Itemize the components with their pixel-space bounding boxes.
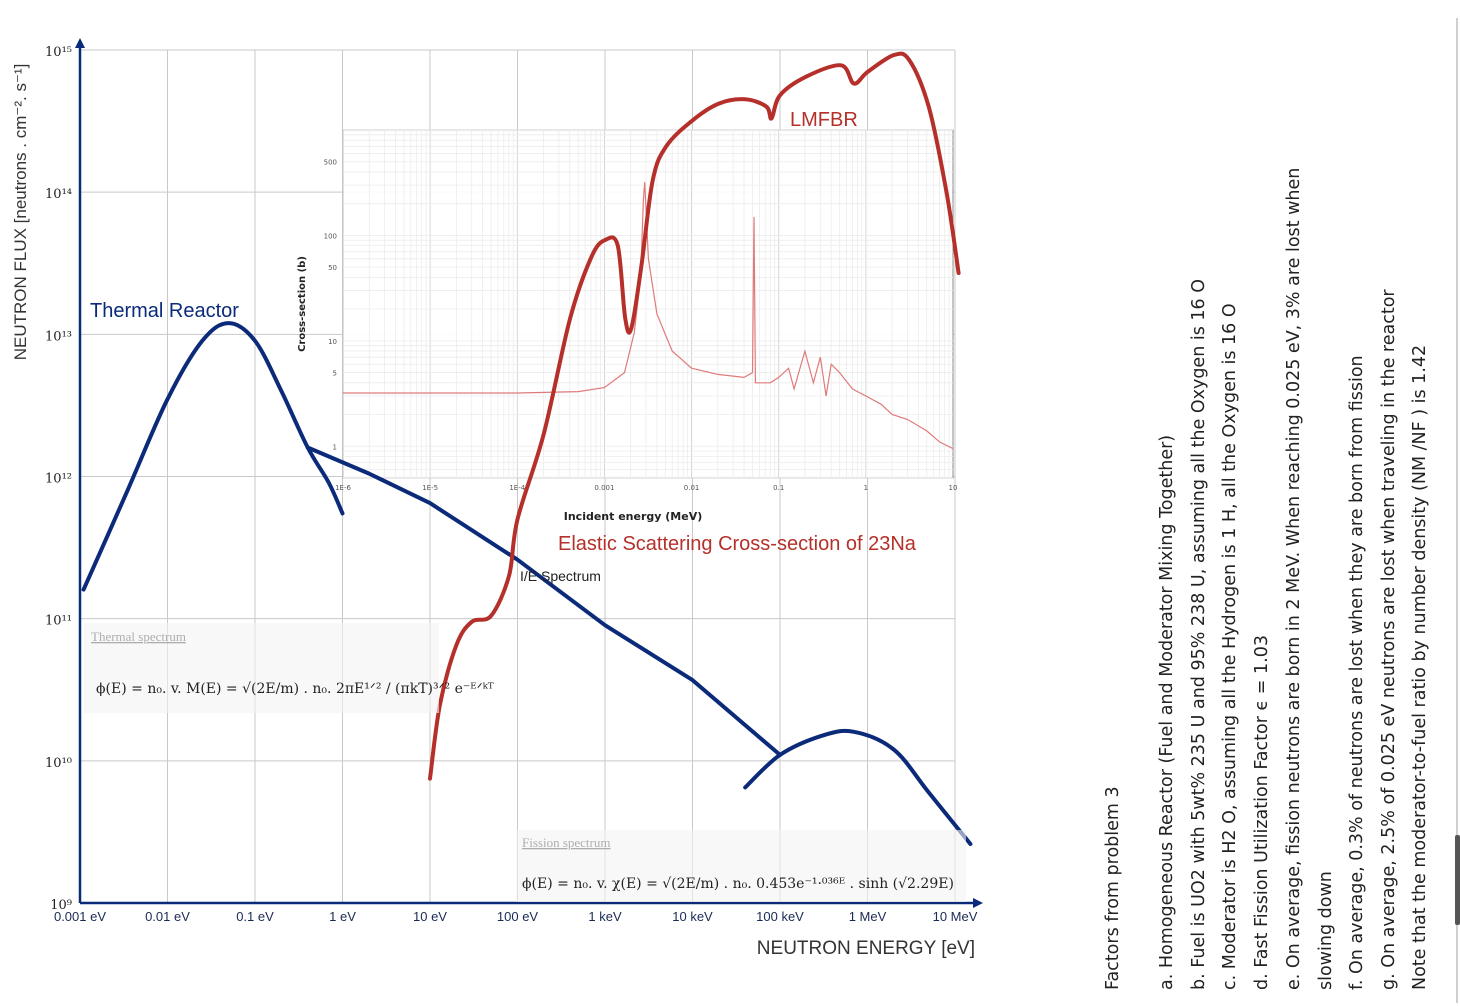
y-tick-label: 10¹⁰: [45, 756, 72, 771]
scrollbar-track[interactable]: [1456, 18, 1458, 1003]
inset-y-tick-label: 50: [328, 264, 337, 272]
x-tick-label: 1 MeV: [849, 909, 887, 924]
inset-x-tick-label: 10: [949, 484, 958, 492]
inset-x-axis-title: Incident energy (MeV): [564, 510, 703, 523]
inset-y-tick-label: 1: [333, 443, 337, 451]
x-axis-title: NEUTRON ENERGY [eV]: [757, 938, 975, 959]
inset-y-tick-label: 10: [328, 338, 337, 346]
fission-formula-box: [516, 830, 966, 902]
thermal-formula: ϕ(E) = n₀. v. M(E) = √(2E/m) . n₀. 2πE¹ᐟ…: [96, 681, 494, 697]
annotation-lmfbr: LMFBR: [790, 109, 858, 131]
inset-x-tick-label: 1: [864, 484, 868, 492]
x-tick-label: 0.1 eV: [236, 909, 274, 924]
x-tick-label: 100 eV: [497, 909, 539, 924]
inset-x-tick-label: 0.001: [594, 484, 614, 492]
annotation-i-e-spectrum: I/E Spectrum: [520, 568, 601, 584]
x-tick-label: 0.01 eV: [145, 909, 190, 924]
fission-formula: ϕ(E) = n₀. v. χ(E) = √(2E/m) . n₀. 0.453…: [522, 876, 954, 892]
y-tick-label: 10¹³: [45, 329, 72, 344]
x-tick-label: 1 keV: [588, 909, 622, 924]
inset-y-tick-label: 5: [333, 370, 337, 378]
scrollbar-thumb[interactable]: [1455, 835, 1460, 925]
annotation-elastic-scattering-cross-section-of-23na: Elastic Scattering Cross-section of 23Na: [558, 533, 917, 555]
y-tick-label: 10¹⁴: [45, 187, 72, 202]
inset-x-tick-label: 1E-4: [509, 484, 525, 492]
flux-series: [81, 51, 973, 846]
x-tick-label: 100 keV: [756, 909, 804, 924]
main-axes: [75, 38, 983, 908]
y-axis-arrow: [75, 38, 85, 48]
y-tick-label: 10¹²: [45, 472, 72, 487]
series-fission-spectrum: [743, 728, 973, 846]
series-thermal-reactor: [81, 321, 345, 592]
y-tick-label: 10⁹: [50, 898, 72, 913]
series-1-e-spectrum: [305, 445, 782, 757]
inset-x-tick-label: 0.1: [773, 484, 784, 492]
x-tick-label: 10 eV: [413, 909, 447, 924]
x-tick-label: 1 eV: [329, 909, 356, 924]
y-tick-label: 10¹¹: [45, 614, 72, 629]
inset-y-tick-label: 100: [324, 232, 337, 240]
main-labels: 0.001 eV 0.01 eV 0.1 eV 1 eV 10 eV 100 eV 1 ke…: [11, 45, 978, 959]
inset-y-axis-title: Cross-section (b): [297, 256, 308, 352]
inset-x-tick-label: 1E-5: [422, 484, 438, 492]
inset-frame: [342, 129, 954, 479]
x-tick-label: 10 keV: [672, 909, 713, 924]
cross-section-inset: 1E-6 1E-5 1E-4 0.001 0.01 0.1 1 10 1 5 10 50 100 500 I…: [297, 129, 958, 523]
annotation-thermal-reactor: Thermal Reactor: [90, 300, 239, 322]
x-axis-arrow: [973, 898, 983, 908]
y-tick-label: 10¹⁵: [45, 45, 72, 60]
inset-x-tick-label: 1E-6: [335, 484, 351, 492]
series-lmfbr: [428, 51, 961, 781]
inset-x-tick-label: 0.01: [684, 484, 700, 492]
thermal-formula-box: [84, 623, 439, 713]
x-tick-label: 0.001 eV: [54, 909, 106, 924]
x-tick-label: 10 MeV: [933, 909, 978, 924]
y-axis-title: NEUTRON FLUX [neutrons . cm⁻². s⁻¹]: [11, 64, 30, 361]
inset-y-tick-label: 500: [324, 159, 337, 167]
